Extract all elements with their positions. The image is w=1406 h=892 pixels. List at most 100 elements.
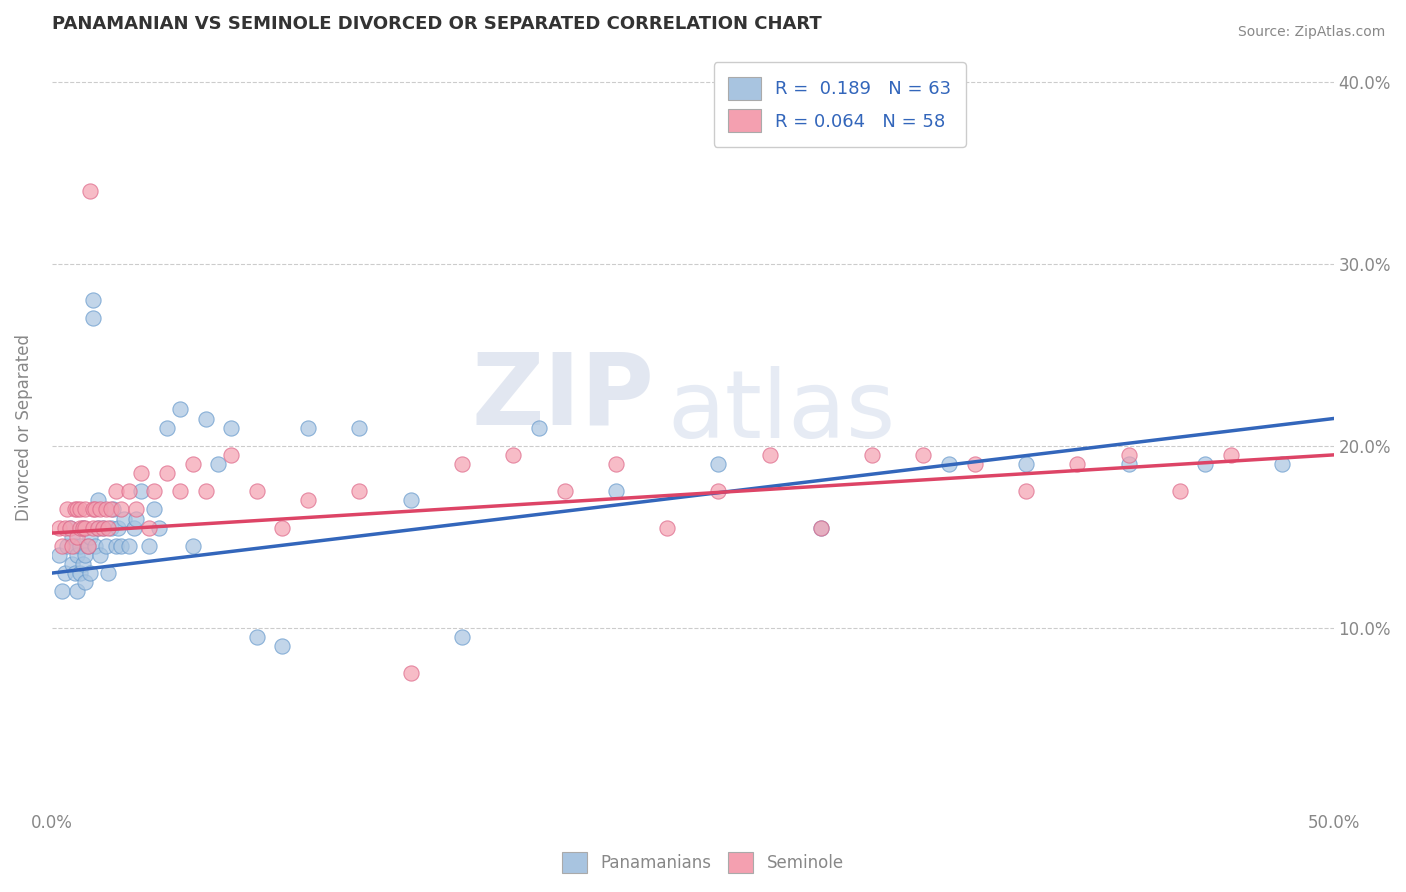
Point xyxy=(1066,457,1088,471)
Point xyxy=(118,539,141,553)
Y-axis label: Divorced or Separated: Divorced or Separated xyxy=(15,334,32,521)
Point xyxy=(94,539,117,553)
Point xyxy=(1271,457,1294,471)
Point xyxy=(349,420,371,434)
Point xyxy=(60,557,83,571)
Point xyxy=(79,566,101,580)
Point xyxy=(75,521,97,535)
Point xyxy=(110,502,132,516)
Point xyxy=(655,521,678,535)
Point xyxy=(87,521,110,535)
Point xyxy=(66,548,89,562)
Point xyxy=(51,539,73,553)
Point xyxy=(219,448,242,462)
Point xyxy=(148,521,170,535)
Point xyxy=(48,521,70,535)
Point xyxy=(131,484,153,499)
Point xyxy=(53,566,76,580)
Point xyxy=(271,639,294,653)
Point xyxy=(100,502,122,516)
Point xyxy=(138,521,160,535)
Text: PANAMANIAN VS SEMINOLE DIVORCED OR SEPARATED CORRELATION CHART: PANAMANIAN VS SEMINOLE DIVORCED OR SEPAR… xyxy=(52,15,821,33)
Point xyxy=(72,521,94,535)
Point xyxy=(156,466,179,480)
Point xyxy=(810,521,832,535)
Point xyxy=(110,539,132,553)
Point xyxy=(605,484,627,499)
Point xyxy=(82,502,104,516)
Point xyxy=(938,457,960,471)
Point xyxy=(118,484,141,499)
Point xyxy=(181,539,204,553)
Point xyxy=(97,521,120,535)
Point xyxy=(87,521,110,535)
Point xyxy=(51,584,73,599)
Point xyxy=(84,539,107,553)
Point xyxy=(1168,484,1191,499)
Point xyxy=(1220,448,1243,462)
Point xyxy=(91,521,114,535)
Point xyxy=(810,521,832,535)
Point xyxy=(194,411,217,425)
Point xyxy=(143,484,166,499)
Point xyxy=(75,502,97,516)
Point xyxy=(76,539,98,553)
Point xyxy=(75,575,97,590)
Point xyxy=(1118,448,1140,462)
Point xyxy=(131,466,153,480)
Text: atlas: atlas xyxy=(666,367,896,458)
Point xyxy=(138,539,160,553)
Point xyxy=(100,521,122,535)
Point xyxy=(72,521,94,535)
Point xyxy=(758,448,780,462)
Point xyxy=(69,539,91,553)
Point xyxy=(66,502,89,516)
Point xyxy=(527,420,550,434)
Point xyxy=(451,457,474,471)
Point xyxy=(59,521,82,535)
Point xyxy=(75,548,97,562)
Point xyxy=(87,493,110,508)
Point xyxy=(56,502,79,516)
Point xyxy=(1194,457,1216,471)
Point xyxy=(156,420,179,434)
Point xyxy=(103,502,125,516)
Point xyxy=(79,184,101,198)
Point xyxy=(451,630,474,644)
Point xyxy=(91,521,114,535)
Point xyxy=(553,484,575,499)
Point xyxy=(143,502,166,516)
Point xyxy=(181,457,204,471)
Point xyxy=(297,493,319,508)
Point xyxy=(246,484,269,499)
Point xyxy=(860,448,883,462)
Point xyxy=(69,566,91,580)
Point xyxy=(707,457,730,471)
Point xyxy=(82,311,104,326)
Legend: R =  0.189   N = 63, R = 0.064   N = 58: R = 0.189 N = 63, R = 0.064 N = 58 xyxy=(714,62,966,146)
Point xyxy=(1015,484,1038,499)
Point xyxy=(66,584,89,599)
Point xyxy=(89,548,111,562)
Point xyxy=(246,630,269,644)
Point xyxy=(56,539,79,553)
Point xyxy=(97,566,120,580)
Point xyxy=(963,457,986,471)
Point xyxy=(53,521,76,535)
Point xyxy=(66,530,89,544)
Point xyxy=(59,521,82,535)
Point xyxy=(104,484,127,499)
Point xyxy=(72,557,94,571)
Point xyxy=(107,521,129,535)
Text: Source: ZipAtlas.com: Source: ZipAtlas.com xyxy=(1237,25,1385,39)
Point xyxy=(707,484,730,499)
Point xyxy=(349,484,371,499)
Point xyxy=(912,448,935,462)
Point xyxy=(60,530,83,544)
Point xyxy=(169,484,191,499)
Point xyxy=(502,448,524,462)
Point xyxy=(94,502,117,516)
Point xyxy=(125,511,148,525)
Point xyxy=(399,666,422,681)
Point xyxy=(207,457,229,471)
